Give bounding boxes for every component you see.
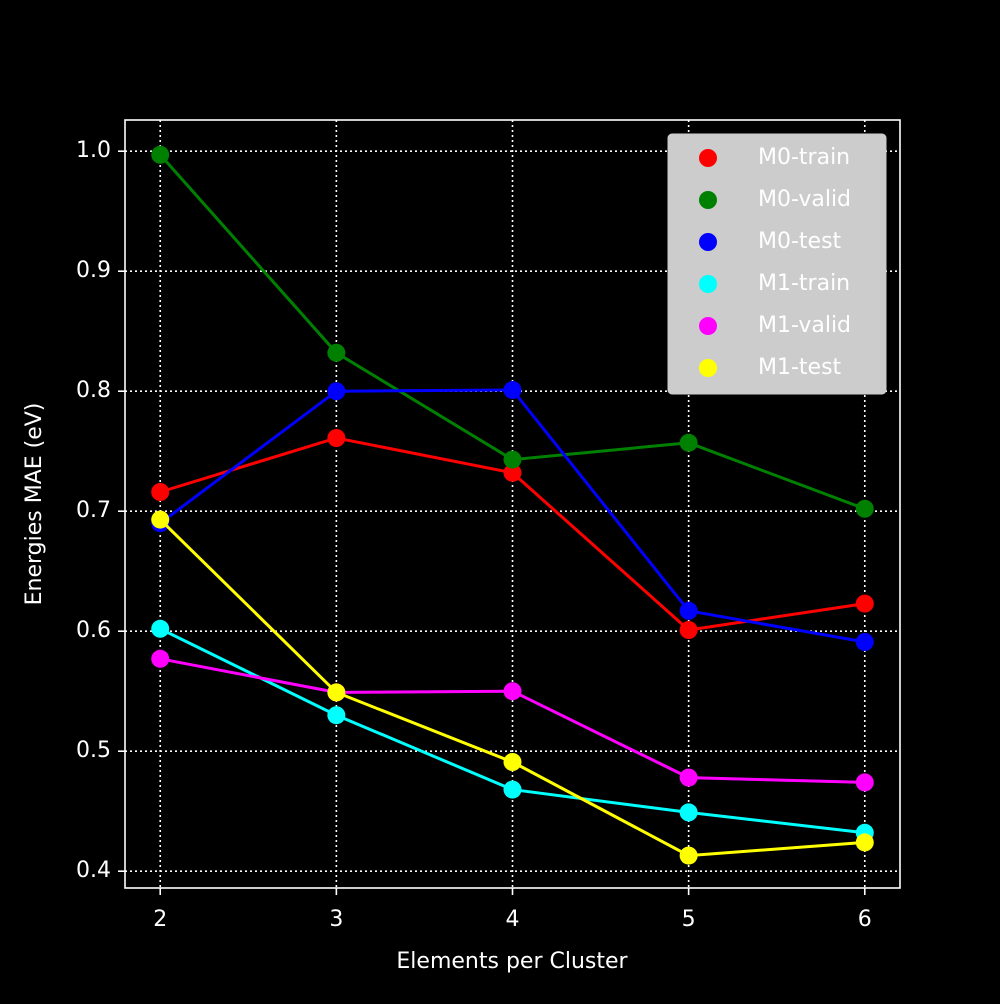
data-point xyxy=(855,773,874,792)
legend-label: M1-test xyxy=(758,355,842,380)
data-point xyxy=(679,768,698,787)
y-axis-label: Energies MAE (eV) xyxy=(22,403,47,606)
x-tick-label: 4 xyxy=(506,907,520,932)
x-tick-label: 5 xyxy=(682,907,696,932)
data-point xyxy=(855,633,874,651)
y-tick-label: 0.4 xyxy=(76,858,111,883)
data-point xyxy=(327,683,346,702)
legend: M0-train M0-valid M0-test M1-train M1-valid M… xyxy=(667,133,887,395)
data-point xyxy=(151,649,170,668)
y-tick-label: 0.6 xyxy=(76,618,111,643)
data-point xyxy=(151,145,170,164)
legend-box xyxy=(667,133,887,395)
data-point xyxy=(679,621,698,639)
data-point xyxy=(503,780,522,799)
data-point xyxy=(679,433,698,452)
legend-label: M0-valid xyxy=(758,187,851,212)
data-point xyxy=(679,803,698,822)
data-point xyxy=(151,619,170,638)
data-point xyxy=(327,429,346,447)
data-point xyxy=(327,706,346,725)
legend-marker xyxy=(699,359,717,377)
y-tick-label: 0.5 xyxy=(76,738,111,763)
plot-frame xyxy=(124,119,901,889)
y-tick-label: 0.7 xyxy=(76,498,111,523)
x-tick-label: 6 xyxy=(858,907,872,932)
data-point xyxy=(503,381,522,399)
data-point xyxy=(151,510,170,529)
data-point xyxy=(151,483,170,501)
legend-marker xyxy=(699,317,717,335)
y-tick-label: 0.9 xyxy=(76,258,111,283)
legend-label: M1-valid xyxy=(758,313,851,338)
legend-marker xyxy=(699,149,717,167)
data-point xyxy=(855,499,874,518)
x-axis-label: Elements per Cluster xyxy=(396,949,628,974)
legend-marker xyxy=(699,275,717,293)
legend-label: M0-test xyxy=(758,229,842,254)
x-tick-label: 2 xyxy=(153,907,167,932)
data-point xyxy=(679,846,698,865)
data-point xyxy=(855,594,874,613)
data-point xyxy=(679,601,698,620)
data-point xyxy=(503,450,522,469)
legend-marker xyxy=(699,191,717,209)
legend-label: M1-train xyxy=(758,271,850,296)
data-point xyxy=(503,463,522,482)
data-point xyxy=(503,682,522,701)
data-point xyxy=(503,753,522,771)
x-tick-label: 3 xyxy=(329,907,343,932)
data-point xyxy=(327,382,346,401)
legend-marker xyxy=(699,233,717,251)
y-tick-label: 1.0 xyxy=(76,138,111,163)
y-tick-label: 0.8 xyxy=(76,378,111,403)
data-point xyxy=(855,833,874,852)
legend-label: M0-train xyxy=(758,145,850,170)
data-point xyxy=(327,343,346,362)
